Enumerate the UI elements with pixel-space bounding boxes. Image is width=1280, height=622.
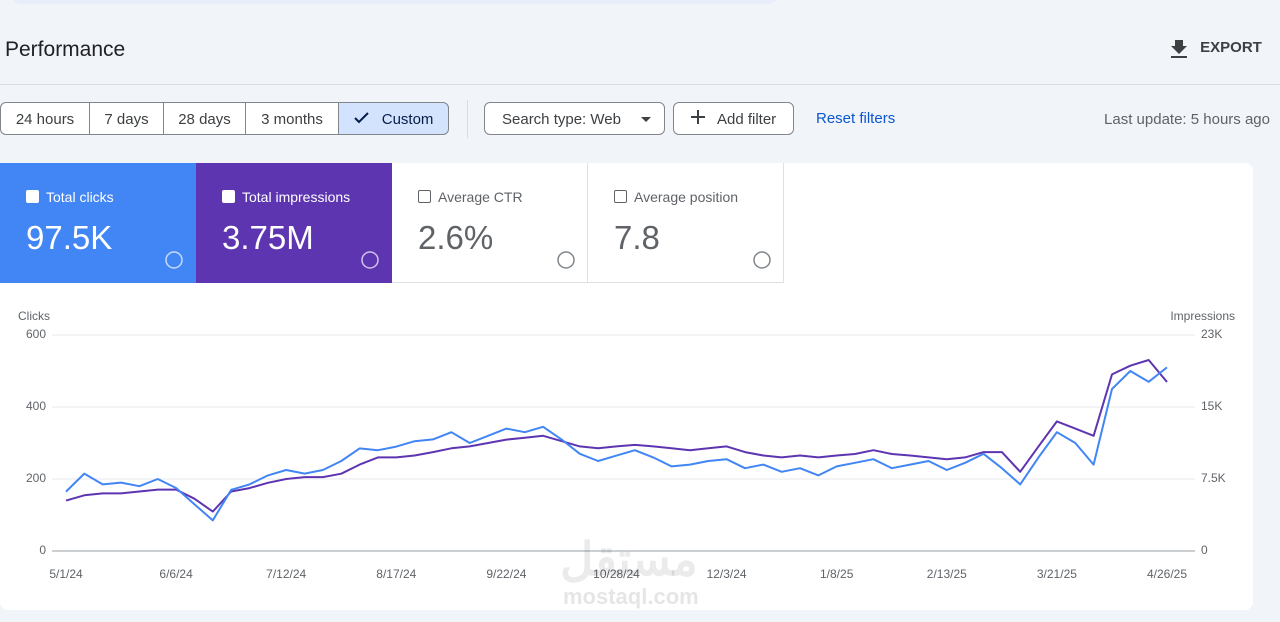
x-tick-label: 10/28/24 [593, 567, 640, 581]
range-button[interactable]: 24 hours [0, 102, 90, 135]
x-tick-label: 2/13/25 [927, 567, 967, 581]
export-button[interactable]: EXPORT [1170, 38, 1262, 58]
metric-value: 2.6% [418, 219, 494, 256]
x-tick-label: 8/17/24 [376, 567, 416, 581]
series-line [65, 366, 1168, 522]
reset-filters-link[interactable]: Reset filters [816, 110, 896, 127]
add-filter-button[interactable]: Add filter [673, 102, 794, 135]
page-title: Performance [5, 38, 126, 61]
x-tick-label: 6/6/24 [159, 567, 193, 581]
y-tick-label: 600 [26, 327, 46, 341]
range-button-selected[interactable]: Custom [338, 102, 449, 135]
y-tick-label: 200 [26, 471, 46, 485]
separator [467, 100, 468, 138]
plus-icon [690, 110, 705, 124]
x-tick-label: 4/26/25 [1147, 567, 1187, 581]
search-type-label: Search type: Web [502, 111, 621, 128]
export-label: EXPORT [1200, 38, 1262, 56]
search-bar[interactable] [10, 0, 780, 4]
download-icon [1171, 40, 1187, 58]
watermark: مستقل [560, 533, 698, 585]
range-button[interactable]: 28 days [163, 102, 246, 135]
watermark: mostaql.com [563, 584, 699, 609]
y2-axis-title: Impressions [1170, 309, 1235, 323]
divider [0, 84, 1280, 85]
metric-card[interactable]: Average CTR 2.6% [392, 163, 588, 283]
metric-label: Total clicks [46, 189, 114, 205]
range-button[interactable]: 3 months [245, 102, 339, 135]
y-axis-title: Clicks [18, 309, 50, 323]
x-tick-label: 1/8/25 [820, 567, 854, 581]
metric-value: 3.75M [222, 219, 314, 256]
x-tick-label: 9/22/24 [486, 567, 526, 581]
metric-value: 97.5K [26, 219, 113, 256]
metric-card[interactable]: Total clicks 97.5K [0, 163, 196, 283]
chart: Clicks Impressions 0 200 400 600 0 7.5K 15K 23K… [18, 309, 1235, 581]
x-tick-label: 5/1/24 [49, 567, 83, 581]
metric-value: 7.8 [614, 219, 660, 256]
y-tick-label: 0 [39, 543, 46, 557]
range-label: Custom [381, 111, 434, 128]
x-tick-label: 3/21/25 [1037, 567, 1077, 581]
x-tick-label: 7/12/24 [266, 567, 306, 581]
y-tick-label: 400 [26, 399, 46, 413]
check-icon [353, 112, 369, 124]
metric-card[interactable]: Total impressions 3.75M [196, 163, 392, 283]
y2-tick-label: 15K [1201, 399, 1222, 413]
last-update: Last update: 5 hours ago [1104, 111, 1270, 128]
metric-label: Average CTR [438, 189, 523, 205]
range-button[interactable]: 7 days [89, 102, 164, 135]
help-icons [165, 251, 771, 269]
x-tick-label: 12/3/24 [707, 567, 747, 581]
y2-tick-label: 0 [1201, 543, 1208, 557]
series-line [65, 359, 1168, 513]
add-filter-label: Add filter [716, 111, 777, 128]
dropdown-icon [641, 117, 651, 122]
metric-label: Average position [634, 189, 739, 205]
metric-card[interactable]: Average position 7.8 [588, 163, 784, 283]
y2-tick-label: 23K [1201, 327, 1222, 341]
y2-tick-label: 7.5K [1201, 471, 1226, 485]
search-type-button[interactable]: Search type: Web [484, 102, 665, 135]
metric-label: Total impressions [242, 189, 351, 205]
